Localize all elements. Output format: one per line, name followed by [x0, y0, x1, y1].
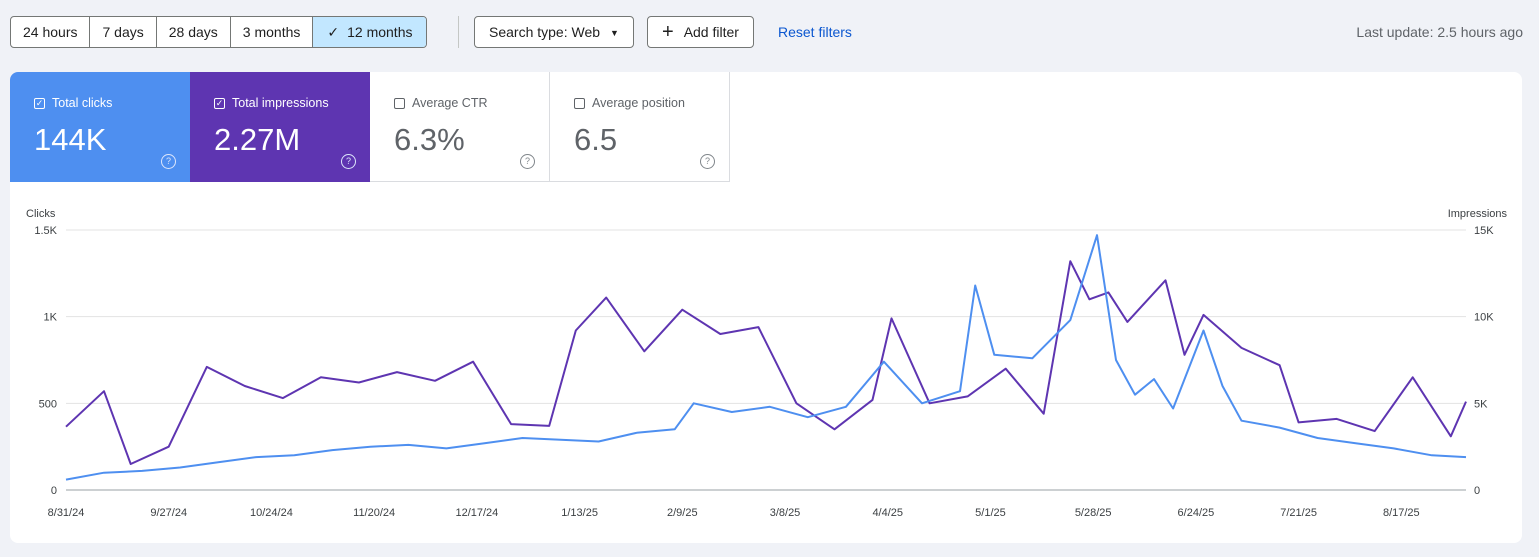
- help-icon[interactable]: ?: [161, 154, 176, 169]
- x-tick-label: 5/1/25: [975, 507, 1006, 519]
- metric-label: Total impressions: [232, 96, 329, 110]
- range-12-months-button[interactable]: ✓ 12 months: [313, 17, 427, 47]
- caret-down-icon: ▼: [610, 28, 619, 39]
- y-axis-ticks: 0 0 500 5K 1K 10K 1.5K 15K: [34, 225, 1494, 497]
- x-tick-label: 6/24/25: [1178, 507, 1215, 519]
- search-type-dropdown[interactable]: Search type: Web ▼: [474, 16, 634, 48]
- last-update-text: Last update: 2.5 hours ago: [1356, 24, 1523, 40]
- x-tick-label: 3/8/25: [770, 507, 801, 519]
- x-tick-label: 9/27/24: [150, 507, 187, 519]
- toolbar-divider: [458, 16, 459, 48]
- range-12-months-label: 12 months: [347, 24, 413, 40]
- metric-value: 2.27M: [214, 122, 301, 157]
- left-axis-title: Clicks: [26, 208, 56, 220]
- x-tick-label: 10/24/24: [250, 507, 293, 519]
- x-tick-label: 1/13/25: [561, 507, 598, 519]
- checkbox-checked-icon[interactable]: ✓: [214, 97, 225, 109]
- range-3-months-button[interactable]: 3 months: [231, 17, 314, 47]
- right-axis-title: Impressions: [1448, 208, 1508, 220]
- metric-label: Total clicks: [52, 96, 113, 110]
- toolbar: 24 hours 7 days 28 days 3 months ✓ 12 mon…: [10, 16, 1529, 48]
- right-tick-label: 15K: [1474, 225, 1494, 237]
- metric-label: Average position: [592, 96, 685, 110]
- chart-gridlines: [66, 229, 1466, 491]
- date-range-selector: 24 hours 7 days 28 days 3 months ✓ 12 mon…: [10, 16, 428, 48]
- right-tick-label: 5K: [1474, 398, 1488, 410]
- x-tick-label: 12/17/24: [455, 507, 498, 519]
- checkbox-unchecked-icon[interactable]: [574, 97, 585, 109]
- clicks-line: [65, 234, 1467, 481]
- add-filter-label: Add filter: [683, 24, 739, 40]
- right-tick-label: 10K: [1474, 312, 1494, 324]
- search-type-label: Search type: Web: [489, 24, 601, 40]
- range-7-days-button[interactable]: 7 days: [90, 17, 157, 47]
- metric-label: Average CTR: [412, 96, 488, 110]
- checkbox-unchecked-icon[interactable]: [394, 97, 405, 109]
- x-tick-label: 7/21/25: [1280, 507, 1317, 519]
- performance-chart: Clicks Impressions 0 0 500 5K 1K 10K 1.5K 15K 8…: [26, 208, 1508, 519]
- help-icon[interactable]: ?: [341, 154, 356, 169]
- metric-total-clicks[interactable]: ✓ Total clicks 144K ?: [10, 72, 190, 182]
- left-tick-label: 1.5K: [34, 225, 57, 237]
- metric-average-position[interactable]: Average position 6.5 ?: [550, 72, 730, 182]
- metric-average-ctr[interactable]: Average CTR 6.3% ?: [370, 72, 550, 182]
- performance-card: ✓ Total clicks 144K ? ✓ Total impressions …: [10, 72, 1522, 543]
- right-tick-label: 0: [1474, 485, 1480, 497]
- x-tick-label: 2/9/25: [667, 507, 698, 519]
- x-tick-label: 5/28/25: [1075, 507, 1112, 519]
- help-icon[interactable]: ?: [700, 154, 715, 169]
- metric-value: 144K: [34, 122, 107, 157]
- metric-value: 6.3%: [394, 122, 465, 157]
- x-axis-ticks: 8/31/24 9/27/24 10/24/24 11/20/24 12/17/24 1/…: [48, 507, 1420, 519]
- metric-value: 6.5: [574, 122, 618, 157]
- x-tick-label: 8/31/24: [48, 507, 85, 519]
- add-filter-button[interactable]: + Add filter: [647, 16, 754, 48]
- x-tick-label: 11/20/24: [353, 507, 395, 519]
- range-24-hours-button[interactable]: 24 hours: [11, 17, 91, 47]
- reset-filters-link[interactable]: Reset filters: [778, 24, 852, 40]
- chart-series: [65, 234, 1467, 481]
- checkbox-checked-icon[interactable]: ✓: [34, 97, 45, 109]
- metric-total-impressions[interactable]: ✓ Total impressions 2.27M ?: [190, 72, 370, 182]
- plus-icon: +: [662, 21, 674, 43]
- x-tick-label: 4/4/25: [872, 507, 903, 519]
- help-icon[interactable]: ?: [520, 154, 535, 169]
- check-icon: ✓: [327, 24, 340, 40]
- left-tick-label: 1K: [44, 312, 58, 324]
- x-tick-label: 8/17/25: [1383, 507, 1420, 519]
- range-28-days-button[interactable]: 28 days: [157, 17, 231, 47]
- left-tick-label: 0: [51, 485, 57, 497]
- impressions-line: [65, 260, 1467, 465]
- left-tick-label: 500: [39, 398, 57, 410]
